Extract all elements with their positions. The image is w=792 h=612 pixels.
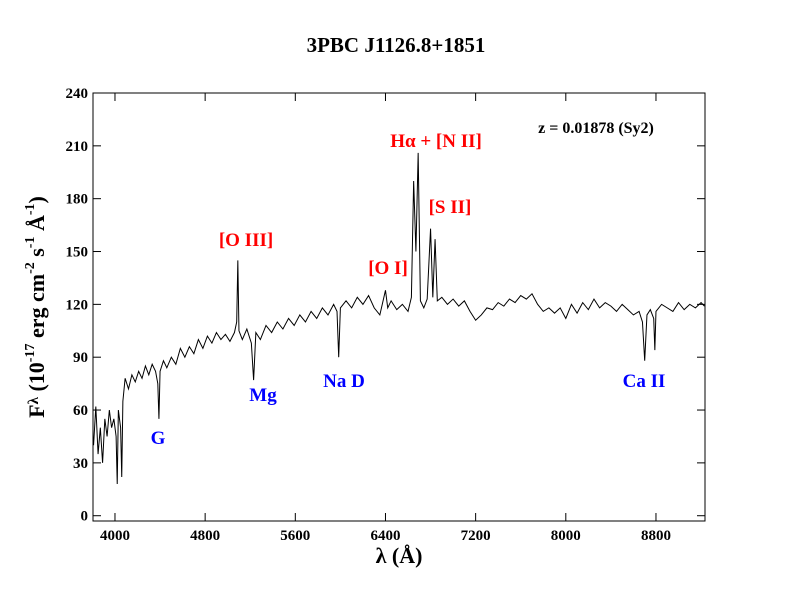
y-axis-label: Fλ (10-17 erg cm-2 s-1 Å-1): [23, 196, 49, 418]
y-axis-label-part: -17: [23, 344, 38, 363]
chart-title: 3PBC J1126.8+1851: [307, 33, 486, 57]
y-axis-label-part: λ: [26, 396, 42, 404]
y-axis-label-part: F: [24, 404, 49, 417]
y-axis-label-part: ): [24, 196, 49, 203]
y-tick-label: 210: [66, 139, 89, 155]
y-tick-label: 30: [73, 456, 88, 472]
spectrum-line: [93, 152, 705, 485]
y-tick-label: 240: [66, 86, 89, 102]
y-tick-label: 60: [73, 403, 88, 419]
x-tick-label: 8800: [641, 528, 671, 544]
annotation: [S II]: [429, 197, 472, 218]
y-axis-label-part: s: [24, 248, 49, 263]
annotation: Hα + [N II]: [390, 131, 482, 152]
x-tick-label: 5600: [280, 528, 310, 544]
y-axis-label-part: (10: [24, 362, 49, 397]
y-axis-label-part: Å: [24, 215, 49, 237]
x-axis-label: λ (Å): [376, 543, 423, 568]
x-tick-label: 7200: [461, 528, 491, 544]
x-tick-label: 8000: [551, 528, 581, 544]
y-axis-label-part: -2: [23, 262, 38, 274]
annotation: Mg: [249, 385, 277, 406]
y-tick-label: 150: [66, 245, 89, 261]
plot-frame: [92, 92, 706, 522]
annotation: [O I]: [368, 258, 408, 279]
y-tick-label: 0: [81, 509, 89, 525]
annotation: G: [151, 428, 166, 449]
x-tick-label: 4000: [100, 528, 130, 544]
y-axis-label-part: erg cm: [24, 274, 49, 344]
x-tick-label: 6400: [370, 528, 400, 544]
y-tick-label: 180: [66, 192, 89, 208]
y-tick-label: 120: [66, 297, 89, 313]
annotation: Ca II: [623, 371, 666, 392]
y-axis-label-part: -1: [23, 237, 38, 249]
x-tick-label: 4800: [190, 528, 220, 544]
annotation: Na D: [323, 371, 365, 392]
annotation: z = 0.01878 (Sy2): [538, 120, 654, 137]
annotation: [O III]: [219, 230, 273, 251]
y-tick-label: 90: [73, 350, 88, 366]
y-axis-label-part: -1: [23, 203, 38, 215]
